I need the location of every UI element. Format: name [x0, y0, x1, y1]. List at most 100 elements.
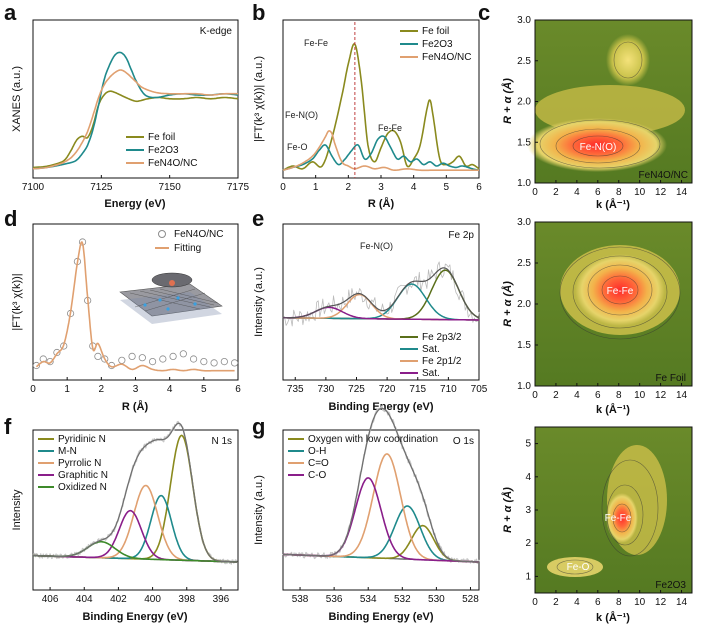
xtick-label: 406	[42, 594, 59, 605]
xtick-label: 4	[574, 597, 580, 608]
xtick-label: 4	[411, 182, 417, 193]
line-b-1	[282, 135, 480, 171]
heatmap-2-contours	[559, 246, 681, 340]
legend-label: Pyridinic N	[58, 434, 106, 445]
panel-e-ylabel: Intensity (a.u.)	[253, 267, 265, 337]
xtick-label: 725	[348, 384, 365, 395]
heatmap-1-xlabel: k (Å⁻¹)	[596, 198, 630, 211]
xtick-label: 4	[167, 384, 173, 395]
heatmap-2-ylabel: R + α (Å)	[501, 281, 514, 327]
ytick-label: 1.5	[517, 137, 531, 148]
annotation-e-fe-n-o: Fe-N(O)	[360, 241, 393, 251]
xtick-label: 14	[676, 597, 688, 608]
heatmap-1-contours	[539, 41, 661, 169]
legend-label: O-H	[308, 446, 326, 457]
panel-a-xlabel: Energy (eV)	[104, 198, 165, 210]
xtick-label: 14	[676, 390, 688, 401]
xtick-label: 396	[213, 594, 230, 605]
panel-g-ylabel: Intensity (a.u.)	[253, 475, 265, 545]
xtick-label: 534	[360, 594, 377, 605]
line-e-raw	[282, 261, 480, 327]
heatmap-3-contours	[556, 459, 659, 575]
ytick-label: 3.0	[517, 217, 531, 228]
data-point-d	[189, 355, 198, 363]
data-point-d	[159, 355, 167, 363]
xtick-label: 705	[471, 384, 488, 395]
xtick-label: 3	[378, 182, 384, 193]
ytick-label: 2	[525, 538, 531, 549]
ytick-label: 2.0	[517, 97, 531, 108]
line-e-envelope	[283, 267, 480, 319]
panel-d-ylabel: |FT(k³ χ(k))|	[11, 273, 23, 330]
legend-e-sat1: Sat.	[422, 344, 440, 355]
panel-f-ylabel: Intensity	[11, 489, 23, 530]
xtick-label: 6	[595, 187, 601, 198]
xtick-label: 720	[379, 384, 396, 395]
heatmap-3-corner: Fe2O3	[655, 580, 686, 591]
heatmap-3-hotspot	[606, 493, 638, 543]
xtick-label: 1	[64, 384, 70, 395]
xtick-label: 1	[313, 182, 319, 193]
data-point-d	[210, 359, 218, 367]
legend-label: Oxidized N	[58, 482, 107, 493]
data-point-d	[179, 350, 187, 358]
xtick-label: 2	[553, 187, 559, 198]
line-7-envelope	[33, 422, 238, 563]
ytick-label: 4	[525, 472, 531, 483]
heatmap-2-label: Fe-Fe	[607, 286, 634, 297]
data-point-d	[128, 352, 136, 360]
panel-d-xlabel: R (Å)	[122, 400, 149, 413]
data-point-d	[138, 354, 146, 362]
panel-g-frame	[282, 429, 480, 591]
xtick-label: 710	[440, 384, 457, 395]
panel-f-frame	[32, 429, 239, 591]
ytick-label: 1.0	[517, 381, 531, 392]
panel-label-b: b	[252, 0, 266, 25]
xtick-label: 2	[553, 390, 559, 401]
data-point-d	[148, 357, 157, 366]
panel-a-xanes: K-edge XANES (a.u.) Energy (eV) 7100 7125…	[11, 19, 250, 210]
panel-c-wt-fefoil: Fe-Fe Fe Foil R + α (Å) k (Å⁻¹) 0 2 4 6 8 10 1…	[501, 217, 693, 416]
legend-e-fe2p12: Fe 2p1/2	[422, 356, 462, 367]
legend-fe-foil: Fe foil	[148, 132, 175, 143]
heatmap-3-label-fefe: Fe-Fe	[605, 513, 632, 524]
legend-b-fe-foil: Fe foil	[422, 26, 449, 37]
xtick-label: 404	[76, 594, 93, 605]
xtick-label: 528	[462, 594, 479, 605]
panel-f-corner: N 1s	[211, 436, 232, 447]
xtick-label: 4	[574, 390, 580, 401]
ytick-label: 2.0	[517, 299, 531, 310]
xtick-label: 0	[532, 187, 538, 198]
xtick-label: 532	[394, 594, 411, 605]
data-point-d	[53, 348, 61, 357]
heatmap-3-xlabel: k (Å⁻¹)	[596, 611, 630, 624]
line-8-envelope	[283, 407, 479, 563]
panel-e-corner: Fe 2p	[448, 230, 474, 241]
data-point-d	[230, 359, 239, 367]
data-point-d	[94, 352, 102, 360]
legend-label: Graphitic N	[58, 470, 108, 481]
xtick-label: 8	[616, 390, 622, 401]
annotation-fe-fe-right: Fe-Fe	[378, 123, 402, 133]
ytick-label: 2.5	[517, 56, 531, 67]
ytick-label: 1.5	[517, 340, 531, 351]
xtick-label: 6	[476, 182, 482, 193]
xtick-label: 530	[428, 594, 445, 605]
panel-c-wt-fe2o3: Fe-Fe Fe-O Fe2O3 R + α (Å) k (Å⁻¹) 0 2 4 6 8…	[501, 426, 693, 624]
fe-atom-icon	[169, 280, 175, 286]
data-point-d	[32, 361, 41, 370]
xtick-label: 12	[655, 390, 667, 401]
panel-label-e: e	[252, 206, 265, 231]
panel-d-fitting: |FT(k³ χ(k))| R (Å) 0 1 2 3 4 5 6 FeN4O/NC Fit…	[11, 223, 241, 413]
xtick-label: 398	[178, 594, 195, 605]
xtick-label: 0	[280, 182, 286, 193]
xtick-label: 2	[99, 384, 105, 395]
ytick-label: 3	[525, 505, 531, 516]
panel-a-frame	[32, 19, 239, 179]
panel-e-frame	[282, 223, 480, 381]
panel-g-o1s: O 1s Intensity (a.u.) Binding Energy (eV…	[253, 405, 480, 623]
xtick-label: 7175	[227, 182, 250, 193]
panel-e-fe2p: Fe 2p Intensity (a.u.) Binding Energy (e…	[253, 223, 488, 413]
xtick-label: 536	[326, 594, 343, 605]
